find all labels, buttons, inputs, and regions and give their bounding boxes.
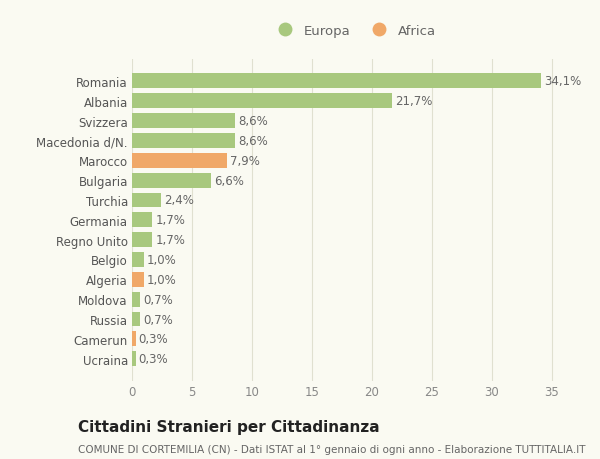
- Text: Cittadini Stranieri per Cittadinanza: Cittadini Stranieri per Cittadinanza: [78, 419, 380, 434]
- Text: 6,6%: 6,6%: [214, 174, 244, 187]
- Bar: [132, 94, 392, 109]
- Bar: [132, 114, 235, 129]
- Text: 1,7%: 1,7%: [155, 214, 185, 227]
- Text: 34,1%: 34,1%: [544, 75, 581, 88]
- Text: 0,3%: 0,3%: [139, 333, 168, 346]
- Bar: [132, 233, 152, 247]
- Bar: [132, 174, 211, 188]
- Text: 8,6%: 8,6%: [238, 134, 268, 148]
- Bar: [132, 272, 144, 287]
- Bar: [132, 312, 140, 327]
- Bar: [132, 332, 136, 347]
- Text: 0,7%: 0,7%: [143, 293, 173, 306]
- Text: 2,4%: 2,4%: [164, 194, 194, 207]
- Text: 1,0%: 1,0%: [147, 253, 177, 266]
- Bar: [132, 292, 140, 307]
- Text: 21,7%: 21,7%: [395, 95, 433, 108]
- Bar: [132, 193, 161, 208]
- Text: COMUNE DI CORTEMILIA (CN) - Dati ISTAT al 1° gennaio di ogni anno - Elaborazione: COMUNE DI CORTEMILIA (CN) - Dati ISTAT a…: [78, 444, 586, 454]
- Text: 1,7%: 1,7%: [155, 234, 185, 246]
- Bar: [132, 153, 227, 168]
- Legend: Europa, Africa: Europa, Africa: [272, 24, 436, 38]
- Text: 8,6%: 8,6%: [238, 115, 268, 128]
- Bar: [132, 252, 144, 267]
- Text: 7,9%: 7,9%: [230, 154, 260, 168]
- Bar: [132, 352, 136, 366]
- Text: 0,3%: 0,3%: [139, 353, 168, 365]
- Bar: [132, 213, 152, 228]
- Bar: [132, 74, 541, 89]
- Text: 1,0%: 1,0%: [147, 273, 177, 286]
- Bar: [132, 134, 235, 149]
- Text: 0,7%: 0,7%: [143, 313, 173, 326]
